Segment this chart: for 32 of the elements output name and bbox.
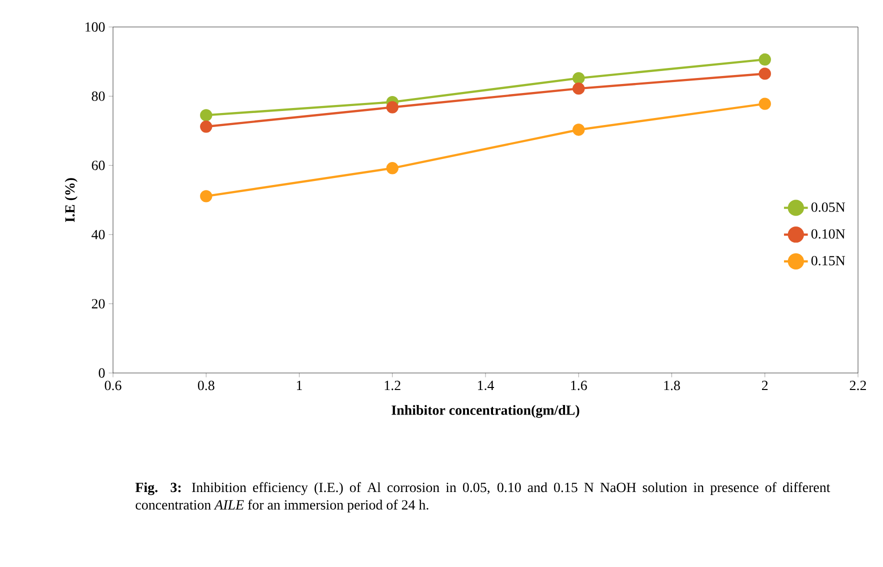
point: [572, 82, 585, 95]
x-tick-label: 1: [296, 380, 302, 390]
point: [758, 98, 771, 110]
text: Fig. 3: Inhibition efficiency (I.E.) of Al corrosion in 0.05, 0.10 and 0.15 N NaOH solution in presence of different concentration AILE for an immersion period of 24 h.: [135, 482, 830, 512]
x-axis-title: Inhibitor concentration(gm/dL): [392, 405, 580, 418]
legend-label: 0.05N: [811, 202, 846, 212]
x-tick-label: 1.6: [571, 380, 587, 390]
x-tick-label: 1.2: [384, 380, 400, 390]
x-tick-label: 0.6: [104, 380, 122, 390]
y-tick-label: 80: [92, 91, 105, 101]
x-tick-label: 0.8: [198, 380, 214, 390]
y-tick-label: 0: [98, 368, 105, 378]
point: [758, 53, 771, 66]
point: [200, 120, 212, 133]
y-tick-label: 20: [92, 299, 105, 308]
point: [200, 109, 212, 122]
x-tick-label: 1.8: [664, 380, 680, 390]
point: [572, 124, 585, 136]
y-axis-title: I.E (%): [64, 178, 78, 222]
y-tick-label: 40: [92, 230, 105, 240]
y-tick-label: 100: [86, 22, 105, 32]
y-tick-label: 60: [92, 160, 105, 170]
point: [386, 101, 398, 114]
point: [386, 162, 398, 174]
x-tick-label: 2: [762, 380, 768, 390]
point: [572, 72, 585, 84]
x-tick-label: 2.2: [850, 380, 866, 390]
legend-label: 0.10N: [811, 229, 846, 239]
point: [200, 190, 212, 202]
point: [758, 68, 771, 80]
x-tick-label: 1.4: [478, 380, 494, 390]
legend-label: 0.15N: [811, 256, 846, 266]
